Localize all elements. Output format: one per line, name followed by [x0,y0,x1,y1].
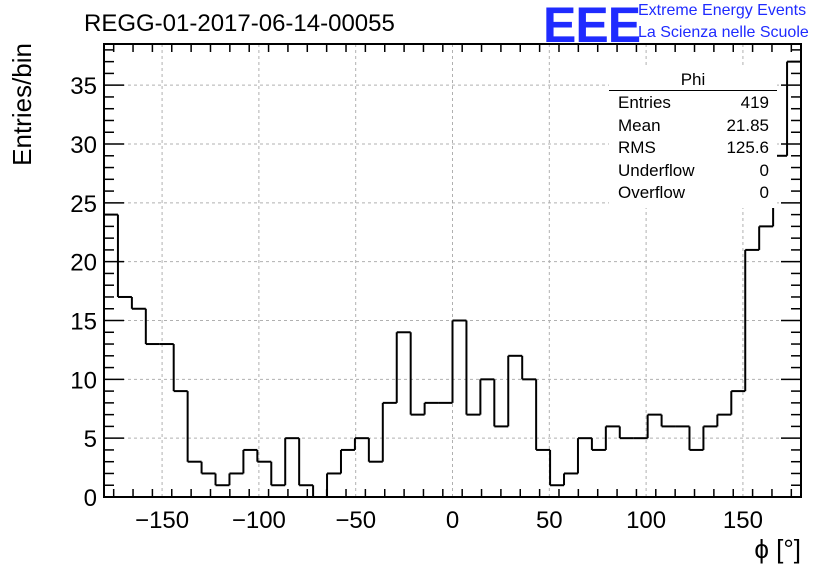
stats-value: 125.6 [726,138,769,157]
plot-title: REGG-01-2017-06-14-00055 [84,10,395,37]
stats-row-entries: Entries 419 [618,93,769,115]
stats-row-mean: Mean 21.85 [618,116,769,138]
stats-row-underflow: Underflow 0 [618,161,769,183]
axis-ticks [104,44,801,497]
x-tick-label: 100 [626,507,666,534]
stats-box: Phi Entries 419 Mean 21.85 RMS 125.6 Und… [609,68,777,208]
x-tick-label: −100 [232,507,286,534]
stats-row-overflow: Overflow 0 [618,183,769,205]
stats-label: Entries [618,93,671,112]
x-tick-label: −50 [335,507,376,534]
histogram-bars [104,60,801,498]
stats-divider [609,90,777,91]
plot-frame [103,43,802,498]
stats-value: 0 [759,161,769,180]
stats-value: 419 [740,93,769,112]
y-tick-label: 5 [84,426,97,453]
eee-logo: EEE [543,0,641,53]
logo-line-2: La Scienza nelle Scuole [638,24,809,41]
x-tick-label: 50 [536,507,563,534]
y-tick-label: 20 [70,250,97,277]
stats-title: Phi [680,70,706,89]
stats-value: 21.85 [726,116,769,135]
x-axis-label: ϕ [°] [754,534,801,564]
x-tick-label: 0 [446,507,459,534]
stats-label: RMS [618,138,656,157]
y-tick-label: 15 [70,309,97,336]
y-tick-label: 25 [70,191,97,218]
logo-line-1: Extreme Energy Events [638,2,807,19]
y-tick-label: 0 [84,485,97,512]
stats-label: Overflow [618,183,686,202]
x-tick-label: 150 [723,507,763,534]
stats-row-rms: RMS 125.6 [618,138,769,160]
y-tick-label: 35 [70,73,97,100]
x-tick-label: −150 [135,507,189,534]
tick-labels: −150 −100 −50 0 50 100 150 0 5 10 15 20 25 30 35 [70,73,763,534]
y-tick-label: 30 [70,132,97,159]
stats-label: Underflow [618,161,695,180]
y-tick-label: 10 [70,367,97,394]
stats-label: Mean [618,116,661,135]
stats-value: 0 [759,183,769,202]
y-axis-label: Entries/bin [7,43,37,166]
